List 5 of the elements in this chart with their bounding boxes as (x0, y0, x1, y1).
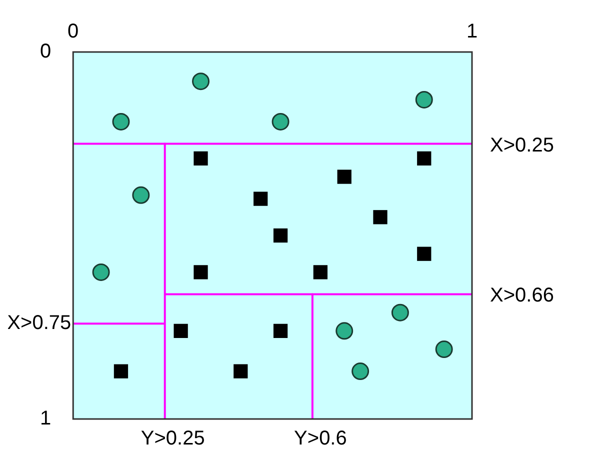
annotation: Y>0.25 (140, 428, 205, 450)
annotation: X>0.25 (490, 134, 554, 156)
annotation: X>0.66 (490, 284, 554, 307)
annotation: X>0.75 (7, 312, 72, 334)
annotation: Y>0.6 (294, 428, 347, 450)
